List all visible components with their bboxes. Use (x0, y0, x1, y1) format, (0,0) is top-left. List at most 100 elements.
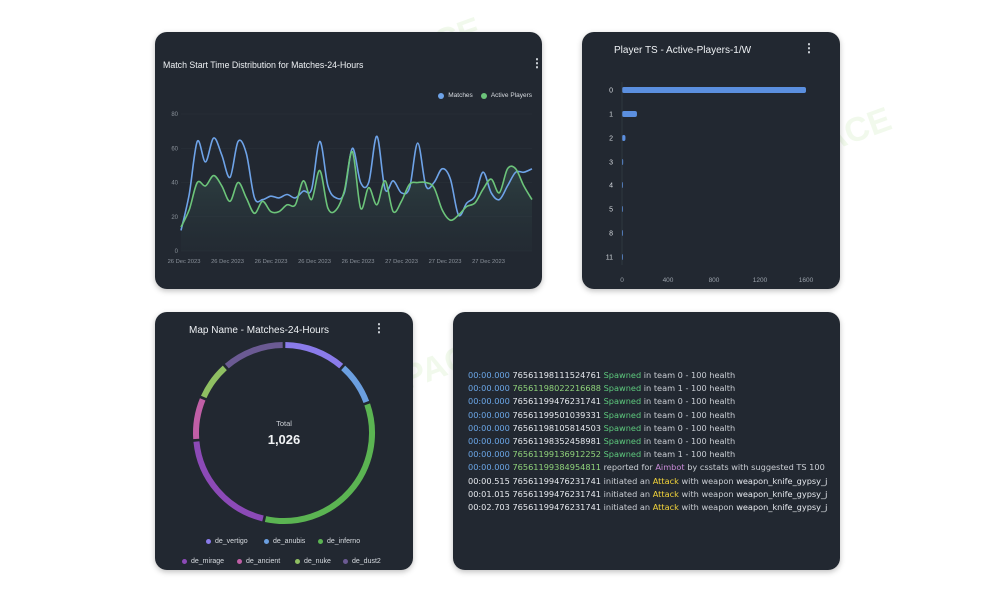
legend-active-players-label: Active Players (490, 92, 532, 99)
log-line: 00:00.000 76561198022216688 Spawned in t… (468, 382, 827, 395)
log-timestamp: 00:00.000 (468, 449, 510, 460)
match-distribution-card: Match Start Time Distribution for Matche… (155, 32, 542, 289)
log-player-id: 76561198022216688 (512, 383, 601, 394)
log-action: Attack (652, 475, 679, 486)
log-timestamp: 00:00.000 (468, 436, 510, 447)
y-tick-label: 40 (171, 181, 178, 187)
legend-de_nuke[interactable]: de_nuke (295, 558, 331, 565)
matches-series-line (180, 135, 533, 231)
map-name-card: Map Name - Matches-24-Hours ⋮ Total 1,02… (155, 312, 413, 570)
legend-swatch (343, 559, 348, 564)
card-title: Player TS - Active-Players-1/W (614, 45, 752, 56)
slice-de_vertigo[interactable] (285, 342, 344, 369)
log-action: Spawned (603, 409, 642, 420)
slice-de_mirage[interactable] (193, 441, 264, 522)
log-action: Spawned (603, 396, 642, 407)
log-player-id: 76561199136912252 (512, 449, 601, 460)
log-detail: in team 0 - 100 health (643, 370, 736, 380)
x-tick-label: 400 (663, 277, 674, 284)
log-line: 00:00.000 76561199501039331 Spawned in t… (468, 409, 827, 422)
legend-label: de_inferno (327, 538, 361, 545)
more-options-icon[interactable]: ⋮ (803, 41, 815, 55)
log-detail: in team 0 - 100 health (643, 409, 736, 420)
legend-de_ancient[interactable]: de_ancient (237, 558, 280, 565)
log-timestamp: 00:00.000 (468, 409, 510, 420)
log-line: 00:00.000 76561198105814503 Spawned in t… (468, 422, 827, 435)
bar[interactable] (622, 135, 626, 141)
x-tick-label: 800 (709, 277, 720, 284)
legend-matches[interactable]: Matches (438, 92, 473, 99)
y-tick-label: 80 (171, 112, 178, 118)
x-tick-label: 27 Dec 2023 (385, 259, 418, 265)
log-cheat: Aimbot (655, 462, 685, 473)
card-title: Map Name - Matches-24-Hours (189, 325, 330, 336)
x-tick-label: 27 Dec 2023 (429, 259, 462, 265)
log-timestamp: 00:00.000 (468, 396, 510, 407)
y-tick-label: 8 (609, 231, 613, 238)
log-detail: with weapon (681, 502, 734, 513)
slice-de_ancient[interactable] (193, 398, 206, 440)
legend-label: de_vertigo (215, 538, 248, 545)
legend-de_vertigo[interactable]: de_vertigo (206, 538, 248, 545)
log-detail: reported for (603, 462, 653, 473)
log-line: 00:00.000 76561198111524761 Spawned in t… (468, 369, 827, 382)
legend-de_inferno[interactable]: de_inferno (318, 538, 360, 545)
log-detail: initiated an (603, 502, 651, 513)
donut-center-value: 1,026 (267, 432, 301, 447)
log-timestamp: 00:01.015 (468, 488, 510, 499)
x-tick-label: 1600 (799, 277, 814, 284)
legend-matches-swatch (438, 92, 445, 99)
log-action: Attack (652, 488, 679, 499)
log-action: Spawned (603, 436, 642, 447)
y-tick-label: 5 (609, 207, 613, 214)
log-action: Spawned (603, 422, 642, 433)
legend-swatch (318, 539, 323, 544)
y-tick-label: 0 (175, 249, 179, 255)
legend-active-players[interactable]: Active Players (480, 92, 532, 99)
log-player-id: 76561199476231741 (512, 502, 601, 513)
event-log-card: 00:00.000 76561198111524761 Spawned in t… (453, 312, 840, 570)
legend-swatch (206, 539, 211, 544)
log-detail: in team 0 - 100 health (643, 422, 736, 433)
legend-de_mirage[interactable]: de_mirage (182, 558, 224, 565)
legend-de_dust2[interactable]: de_dust2 (343, 558, 381, 565)
log-timestamp: 00:00.515 (468, 475, 510, 486)
legend-de_anubis[interactable]: de_anubis (264, 538, 305, 545)
log-weapon: weapon_knife_gypsy_j (736, 488, 828, 499)
slice-de_nuke[interactable] (200, 365, 227, 399)
card-title: Match Start Time Distribution for Matche… (163, 60, 364, 70)
log-detail: by csstats with suggested TS 100 (687, 462, 825, 473)
log-detail: in team 1 - 100 health (643, 449, 736, 460)
legend-swatch (295, 559, 300, 564)
y-tick-label: 1 (609, 112, 613, 119)
log-timestamp: 00:00.000 (468, 383, 510, 394)
line-chart: 0 20 40 60 80 26 Dec 2023 26 Dec 2023 26 Dec 20… (168, 112, 533, 265)
log-weapon: weapon_knife_gypsy_j (736, 475, 828, 486)
legend-label: de_dust2 (352, 558, 381, 565)
log-player-id: 76561199501039331 (512, 409, 601, 420)
legend-swatch (264, 539, 269, 544)
slice-de_dust2[interactable] (224, 342, 283, 369)
slice-de_anubis[interactable] (341, 365, 370, 404)
log-line-report: 00:00.000 76561199384954811 reported for… (468, 461, 827, 474)
log-weapon: weapon_knife_gypsy_j (736, 502, 828, 513)
slice-de_inferno[interactable] (264, 403, 375, 524)
more-options-icon[interactable]: ⋮ (531, 56, 542, 70)
log-player-id: 76561198105814503 (512, 422, 601, 433)
log-line-attack: 00:00.515 76561199476231741 initiated an… (468, 475, 827, 488)
log-detail: in team 1 - 100 health (643, 383, 736, 394)
log-timestamp: 00:02.703 (468, 502, 510, 513)
y-tick-label: 0 (609, 88, 613, 95)
log-line: 00:00.000 76561198352458981 Spawned in t… (468, 435, 827, 448)
x-tick-label: 26 Dec 2023 (168, 259, 201, 265)
player-ts-card: Player TS - Active-Players-1/W ⋮ 0 1 2 3 4 5 8… (582, 32, 840, 289)
x-tick-label: 26 Dec 2023 (298, 259, 331, 265)
bar-chart: 0 1 2 3 4 5 8 11 0 400 800 1200 1600 (606, 82, 814, 284)
legend-label: de_mirage (191, 558, 225, 565)
log-player-id: 76561198111524761 (512, 370, 601, 380)
bar[interactable] (622, 87, 806, 93)
bar[interactable] (622, 111, 637, 117)
log-line-attack: 00:01.015 76561199476231741 initiated an… (468, 488, 827, 501)
more-options-icon[interactable]: ⋮ (373, 321, 385, 335)
legend-swatch (237, 559, 242, 564)
